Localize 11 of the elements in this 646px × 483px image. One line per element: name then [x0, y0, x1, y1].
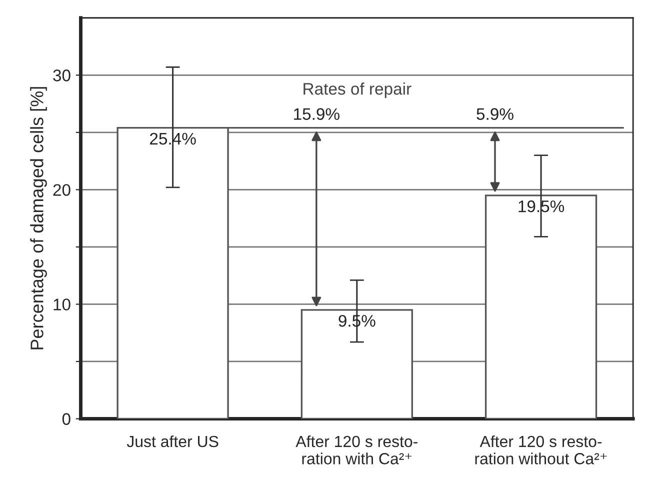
- x-tick-label: After 120 s resto- ration without Ca²⁺: [475, 435, 607, 464]
- y-tick-label: 20: [53, 184, 70, 196]
- annotation: 5.9%: [476, 108, 514, 120]
- annotation: 15.9%: [294, 108, 340, 120]
- x-tick-label: After 120 s resto- ration with Ca²⁺: [296, 435, 418, 464]
- y-axis-title: Percentage of damaged cells [%]: [30, 87, 47, 350]
- y-tick-label: 30: [53, 70, 70, 82]
- y-tick-label: 10: [54, 298, 70, 310]
- x-tick-label: Just after US: [126, 435, 218, 448]
- annotation: Rates of repair: [304, 82, 412, 98]
- y-tick-label: 0: [62, 413, 70, 425]
